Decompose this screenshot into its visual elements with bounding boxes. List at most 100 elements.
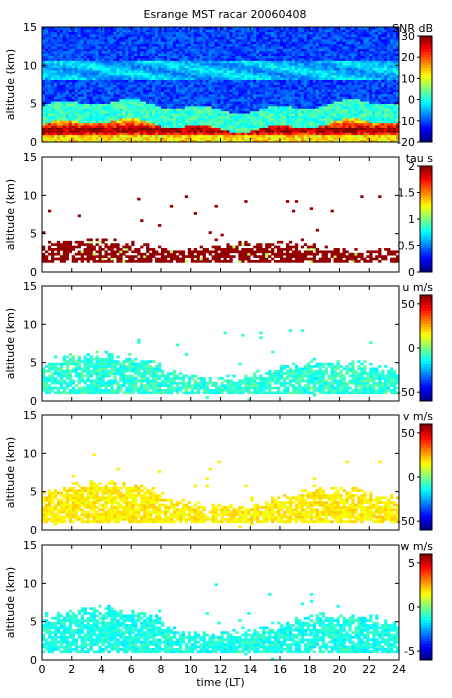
heatmap-cell [116,127,120,131]
heatmap-cell [297,101,302,104]
heatmap-cell [282,108,287,112]
heatmap-cell [146,38,150,42]
heatmap-cell [211,34,215,37]
heatmap-cell [184,79,189,83]
heatmap-cell [291,53,296,57]
heatmap-cell [122,29,126,33]
heatmap-cell [211,137,215,140]
heatmap-cell [47,108,52,112]
heatmap-cell [122,60,126,64]
heatmap-cell [169,48,174,52]
heatmap-cell [65,82,70,85]
heatmap-cell [187,65,192,69]
heatmap-cell [187,34,192,37]
heatmap-cell [193,43,197,47]
heatmap-cell [238,27,242,30]
heatmap-cell [303,134,308,138]
heatmap-cell [86,62,90,66]
heatmap-cell [187,79,192,83]
heatmap-cell [220,84,224,88]
heatmap-cell [116,41,120,45]
heatmap-cell [158,74,162,78]
heatmap-cell [83,120,87,124]
heatmap-cell [333,67,337,71]
heatmap-cell [95,137,99,140]
heatmap-cell [262,77,266,81]
heatmap-cell [131,31,135,35]
heatmap-cell [56,74,61,78]
heatmap-cell [175,31,180,35]
heatmap-cell [110,96,114,100]
heatmap-cell [42,96,46,100]
heatmap-cell [294,96,299,100]
heatmap-cell [342,106,346,109]
heatmap-cell [312,36,316,40]
heatmap-cell [122,65,126,69]
heatmap-cell [42,137,46,140]
heatmap-cell [86,106,90,109]
heatmap-cell [205,31,209,35]
heatmap-cell [342,134,346,138]
heatmap-cell [318,101,322,104]
heatmap-cell [80,139,84,143]
heatmap-cell [95,77,99,81]
heatmap-cell [158,110,162,114]
heatmap-cell [193,46,197,49]
heatmap-cell [98,127,102,131]
heatmap-cell [89,84,93,88]
heatmap-cell [68,101,73,104]
heatmap-cell [253,89,257,92]
heatmap-cell [336,60,340,64]
heatmap-cell [291,101,296,104]
heatmap-cell [268,84,272,88]
heatmap-cell [321,125,325,128]
heatmap-cell [116,139,120,143]
heatmap-cell [324,91,328,95]
heatmap-cell [247,101,251,104]
heatmap-cell [140,70,144,73]
heatmap-cell [223,134,227,138]
heatmap-cell [285,139,290,143]
heatmap-cell [134,70,138,73]
heatmap-cell [187,53,192,57]
heatmap-cell [146,29,150,33]
heatmap-cell [282,86,287,90]
heatmap-cell [330,43,334,47]
heatmap-cell [47,31,52,35]
heatmap-cell [202,120,206,124]
heatmap-cell [309,132,314,136]
heatmap-cell [128,79,132,83]
heatmap-cell [172,41,177,45]
heatmap-cell [59,36,64,40]
heatmap-cell [229,67,233,71]
heatmap-cell [318,79,322,83]
heatmap-cell [274,29,278,33]
heatmap-cell [315,55,319,59]
heatmap-cell [271,98,275,102]
heatmap-cell [172,53,177,57]
heatmap-cell [241,125,245,128]
heatmap-cell [83,74,87,78]
heatmap-cell [315,79,319,83]
heatmap-cell [223,70,227,73]
heatmap-cell [193,84,197,88]
heatmap-cell [277,103,281,107]
heatmap-cell [161,65,165,69]
heatmap-cell [244,98,248,102]
heatmap-cell [339,132,343,136]
heatmap-cell [190,101,195,104]
heatmap-cell [274,132,278,136]
heatmap-cell [152,77,156,81]
heatmap-cell [297,31,302,35]
heatmap-cell [285,58,290,61]
heatmap-cell [220,27,224,30]
heatmap-cell [68,46,73,49]
heatmap-cell [196,48,200,52]
heatmap-cell [44,38,49,42]
heatmap-cell [226,134,230,138]
heatmap-cell [83,103,87,107]
heatmap-cell [80,74,84,78]
heatmap-cell [190,77,195,81]
heatmap-cell [348,96,352,100]
heatmap-cell [235,60,239,64]
